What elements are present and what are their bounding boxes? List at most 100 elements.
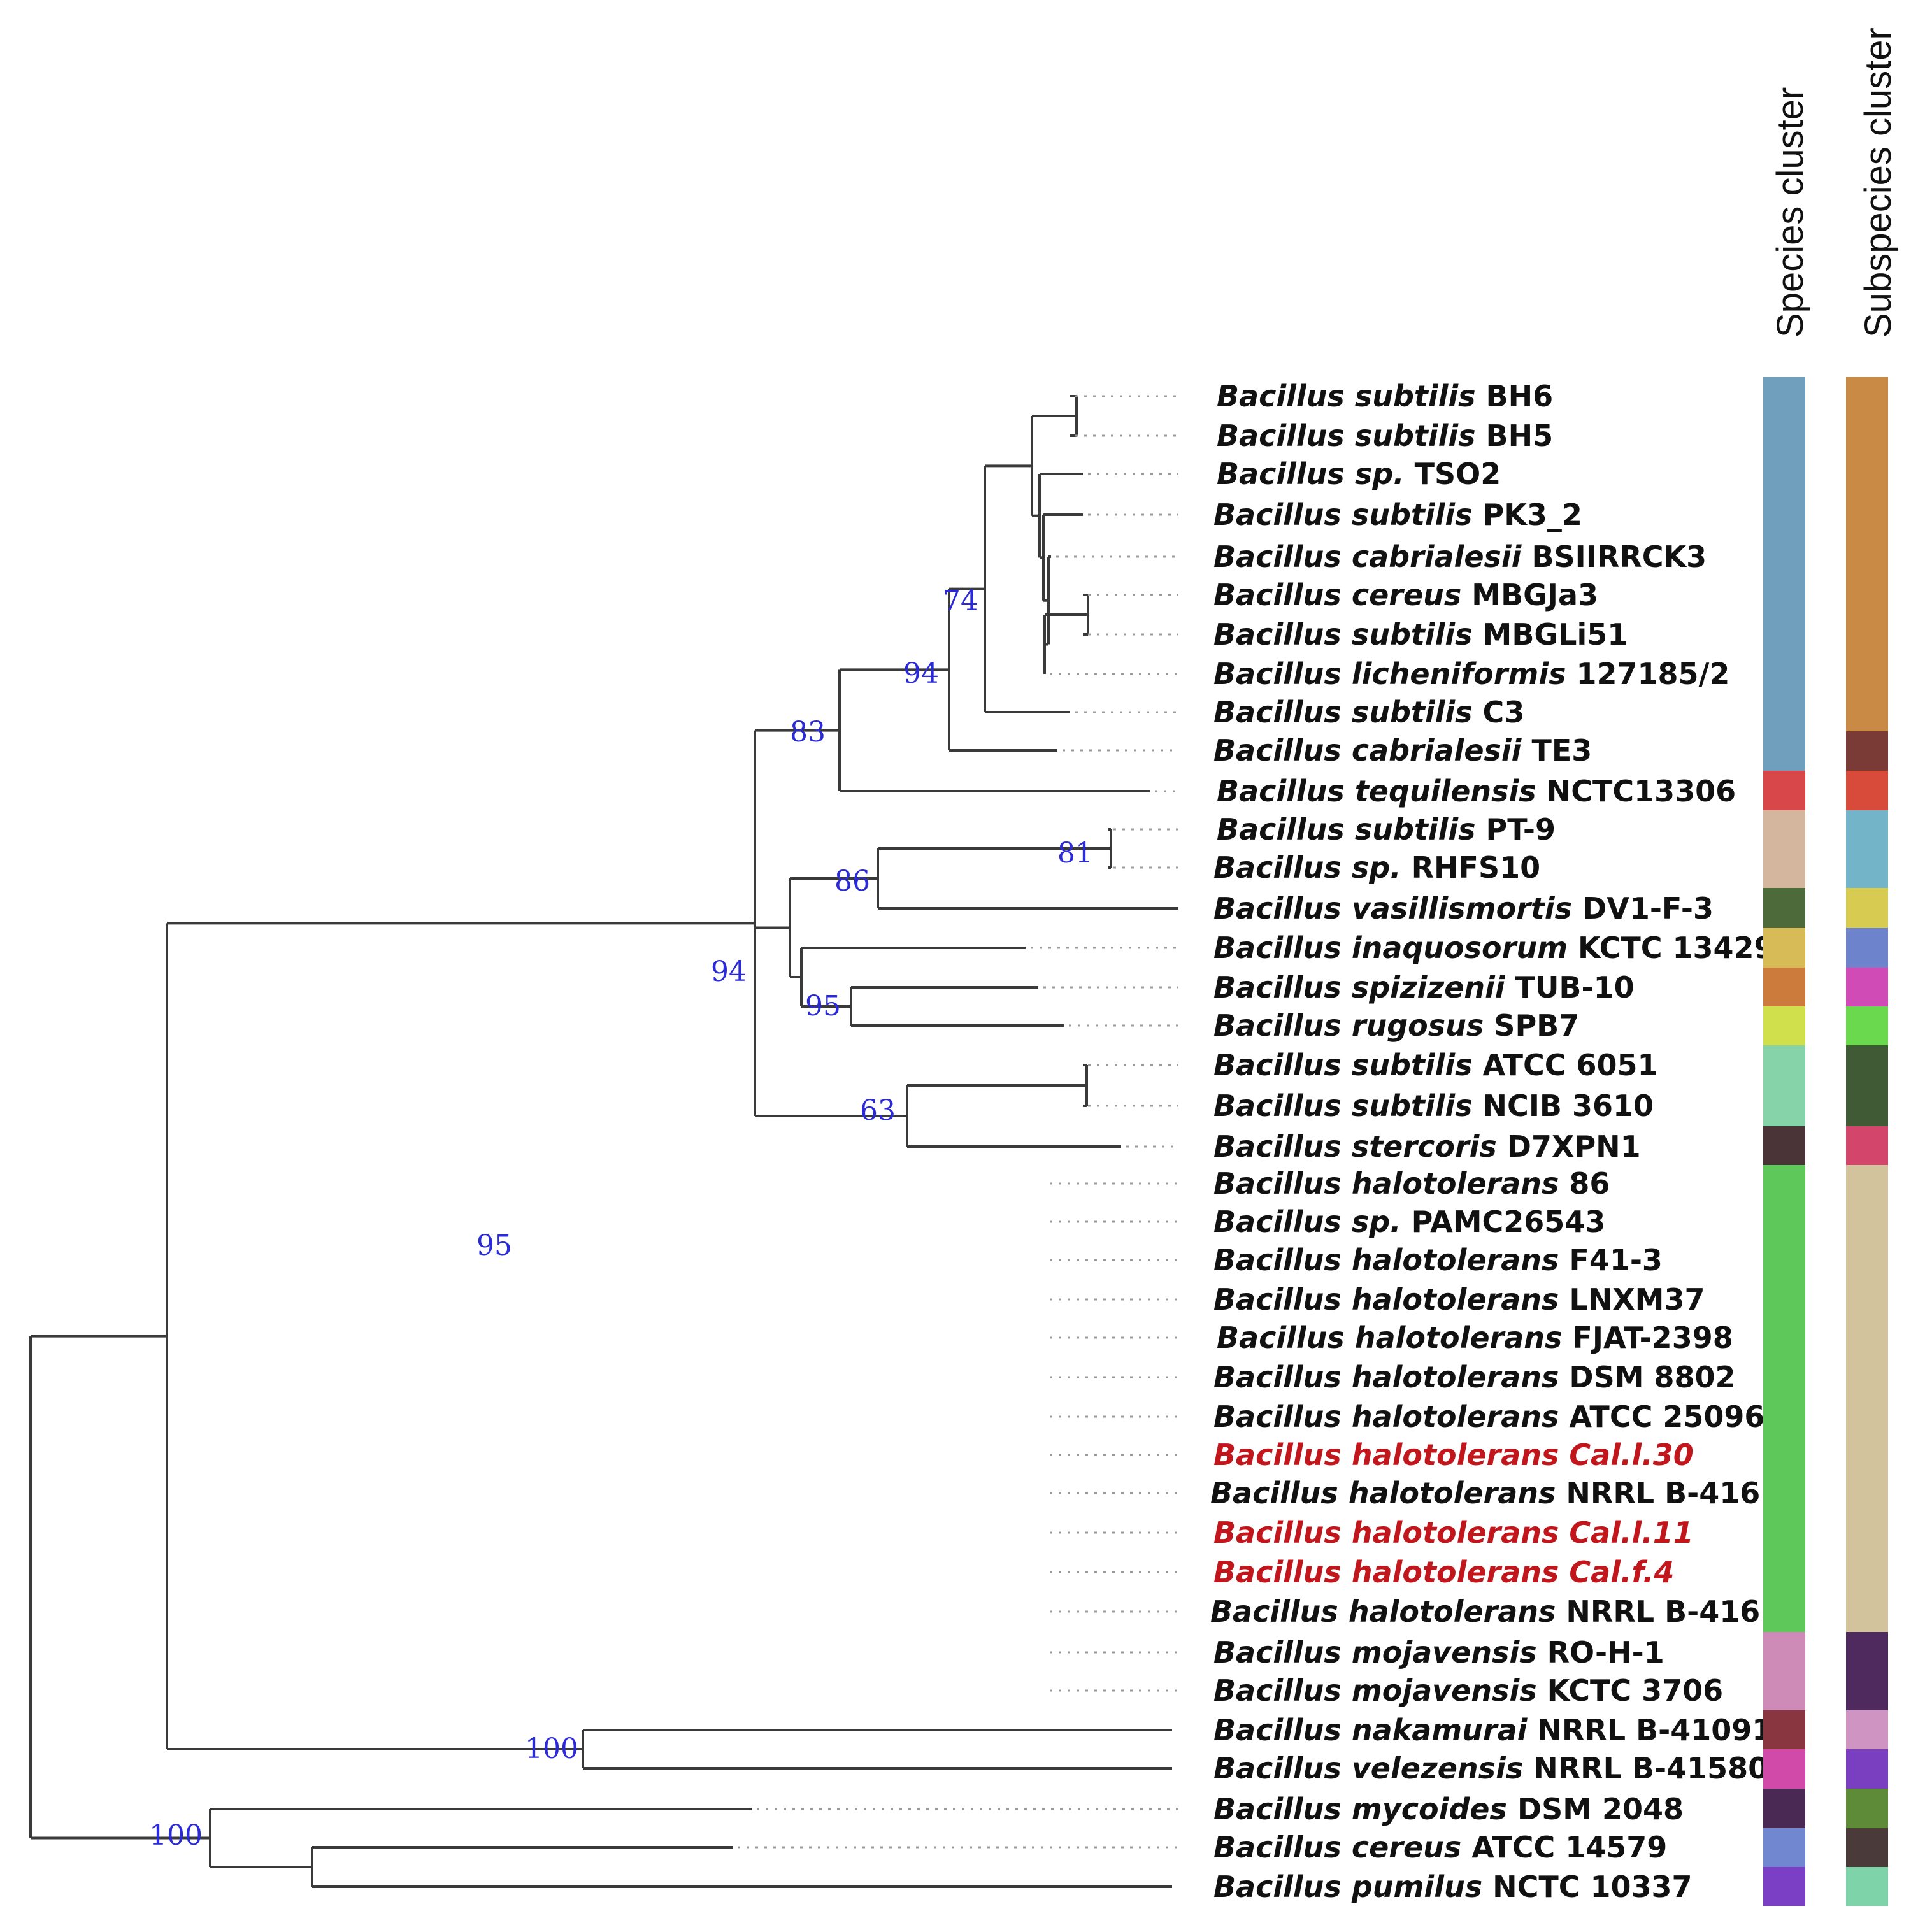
species-cluster-cell — [1763, 1241, 1805, 1280]
taxon-genus-species: Bacillus subtilis — [1213, 695, 1473, 729]
species-cluster-cell — [1763, 416, 1805, 455]
taxon-strain: TSO2 — [1405, 457, 1501, 491]
subspecies-cluster-cell — [1846, 1085, 1888, 1126]
taxon-genus-species: Bacillus halotolerans — [1213, 1399, 1559, 1434]
species-cluster-cell — [1763, 731, 1805, 771]
taxon-label: Bacillus halotolerans Cal.f.4 — [1213, 1555, 1674, 1589]
subspecies-cluster-cell — [1846, 536, 1888, 576]
taxon-strain: NRRL B-41618 — [1556, 1476, 1801, 1510]
species-cluster-cell — [1763, 1436, 1805, 1474]
taxon-label: Bacillus subtilis BH6 — [1217, 379, 1553, 413]
species-cluster-cell — [1763, 615, 1805, 654]
species-cluster-cell — [1763, 1397, 1805, 1436]
taxon-label: Bacillus mojavensis RO-H-1 — [1213, 1635, 1664, 1670]
species-cluster-cell — [1763, 848, 1805, 888]
bootstrap-value: 95 — [805, 990, 841, 1022]
taxon-label: Bacillus vasillismortis DV1-F-3 — [1213, 891, 1714, 926]
species-cluster-cell — [1763, 377, 1805, 416]
species-cluster-cell — [1763, 1552, 1805, 1592]
taxon-strain: LNXM37 — [1559, 1282, 1705, 1317]
taxon-strain: ATCC 14579 — [1461, 1830, 1667, 1864]
subspecies-cluster-cell — [1846, 1203, 1888, 1241]
taxon-label: Bacillus pumilus NCTC 10337 — [1213, 1870, 1693, 1904]
taxon-label: Bacillus sp. PAMC26543 — [1213, 1205, 1605, 1239]
subspecies-cluster-cell — [1846, 1126, 1888, 1165]
species-cluster-cell — [1763, 1474, 1805, 1513]
taxon-strain: RHFS10 — [1401, 850, 1541, 885]
taxon-label: Bacillus subtilis MBGLi51 — [1213, 617, 1628, 652]
species-cluster-cell — [1763, 1789, 1805, 1828]
taxon-strain: ATCC 6051 — [1473, 1048, 1658, 1082]
subspecies-cluster-cell — [1846, 377, 1888, 416]
taxon-strain: D7XPN1 — [1497, 1129, 1641, 1164]
bootstrap-value: 74 — [943, 585, 978, 617]
taxon-strain: DV1-F-3 — [1572, 891, 1714, 926]
taxon-label: Bacillus velezensis NRRL B-41580 — [1213, 1751, 1768, 1785]
subspecies-cluster-cell — [1846, 615, 1888, 654]
taxon-genus-species: Bacillus tequilensis — [1217, 774, 1536, 808]
taxon-strain: DSM 8802 — [1559, 1360, 1735, 1394]
species-cluster-cell — [1763, 1671, 1805, 1710]
taxon-strain: Cal.f.4 — [1559, 1555, 1674, 1589]
taxon-label: Bacillus subtilis C3 — [1213, 695, 1524, 729]
taxon-label: Bacillus subtilis NCIB 3610 — [1213, 1089, 1654, 1123]
subspecies-cluster-cell — [1846, 1474, 1888, 1513]
taxon-label: Bacillus subtilis ATCC 6051 — [1213, 1048, 1658, 1082]
subspecies-cluster-cell — [1846, 928, 1888, 968]
bootstrap-value: 100 — [525, 1733, 578, 1765]
species-cluster-cell — [1763, 494, 1805, 536]
taxon-label: Bacillus licheniformis 127185/2 — [1213, 657, 1729, 691]
taxon-label: Bacillus subtilis PK3_2 — [1213, 497, 1582, 532]
taxon-genus-species: Bacillus sp. — [1213, 850, 1401, 885]
species-cluster-cell — [1763, 1513, 1805, 1552]
subspecies-cluster-cell — [1846, 1241, 1888, 1280]
taxon-label: Bacillus sp. RHFS10 — [1213, 850, 1540, 885]
species-cluster-cell — [1763, 576, 1805, 615]
taxon-genus-species: Bacillus subtilis — [1213, 497, 1473, 532]
species-cluster-header: Species cluster — [1770, 87, 1811, 338]
taxon-genus-species: Bacillus mojavensis — [1213, 1673, 1537, 1708]
subspecies-cluster-cell — [1846, 1045, 1888, 1085]
species-cluster-cell — [1763, 771, 1805, 810]
taxon-label: Bacillus spizizenii TUB-10 — [1213, 970, 1635, 1005]
taxon-strain: FJAT-2398 — [1562, 1320, 1733, 1355]
taxon-genus-species: Bacillus cabrialesii — [1213, 733, 1522, 768]
subspecies-cluster-cell — [1846, 1397, 1888, 1436]
taxon-strain: MBGLi51 — [1473, 617, 1628, 652]
taxon-label: Bacillus mycoides DSM 2048 — [1213, 1792, 1684, 1826]
taxon-label: Bacillus tequilensis NCTC13306 — [1217, 774, 1736, 808]
subspecies-cluster-cell — [1846, 1436, 1888, 1474]
tree-branches — [29, 395, 1178, 1888]
species-cluster-cell — [1763, 1006, 1805, 1045]
taxon-strain: NRRL B-41580 — [1523, 1751, 1768, 1785]
taxon-label: Bacillus halotolerans DSM 8802 — [1213, 1360, 1736, 1394]
dotted-leaf-guides — [738, 395, 1178, 1849]
taxon-label: Bacillus subtilis BH5 — [1217, 419, 1553, 453]
taxon-strain: 127185/2 — [1566, 657, 1729, 691]
taxon-genus-species: Bacillus stercoris — [1213, 1129, 1497, 1164]
bootstrap-value: 63 — [860, 1094, 896, 1127]
taxon-strain: RO-H-1 — [1537, 1635, 1664, 1670]
taxon-label: Bacillus halotolerans Cal.l.11 — [1213, 1515, 1694, 1550]
column-headers: Species cluster Subspecies cluster — [1770, 27, 1899, 338]
bootstrap-value: 94 — [903, 657, 939, 690]
species-cluster-cell — [1763, 1828, 1805, 1867]
taxon-genus-species: Bacillus vasillismortis — [1213, 891, 1572, 926]
species-cluster-cell — [1763, 693, 1805, 731]
taxon-labels: Bacillus subtilis BH6 Bacillus subtilis B… — [1210, 379, 1801, 1904]
taxon-genus-species: Bacillus halotolerans — [1217, 1320, 1562, 1355]
taxon-label: Bacillus halotolerans F41-3 — [1213, 1243, 1663, 1277]
taxon-strain: C3 — [1473, 695, 1525, 729]
taxon-strain: NCIB 3610 — [1473, 1089, 1654, 1123]
taxon-genus-species: Bacillus sp. — [1217, 457, 1405, 491]
species-cluster-cell — [1763, 1357, 1805, 1397]
taxon-label: Bacillus stercoris D7XPN1 — [1213, 1129, 1641, 1164]
taxon-genus-species: Bacillus halotolerans — [1213, 1243, 1559, 1277]
cluster-color-strips — [1763, 377, 1888, 1906]
subspecies-cluster-cell — [1846, 1319, 1888, 1357]
taxon-label: Bacillus halotolerans NRRL B-41618 — [1210, 1476, 1801, 1510]
taxon-label: Bacillus cereus MBGJa3 — [1213, 578, 1598, 612]
taxon-genus-species: Bacillus halotolerans — [1213, 1360, 1559, 1394]
taxon-strain: PAMC26543 — [1401, 1205, 1606, 1239]
